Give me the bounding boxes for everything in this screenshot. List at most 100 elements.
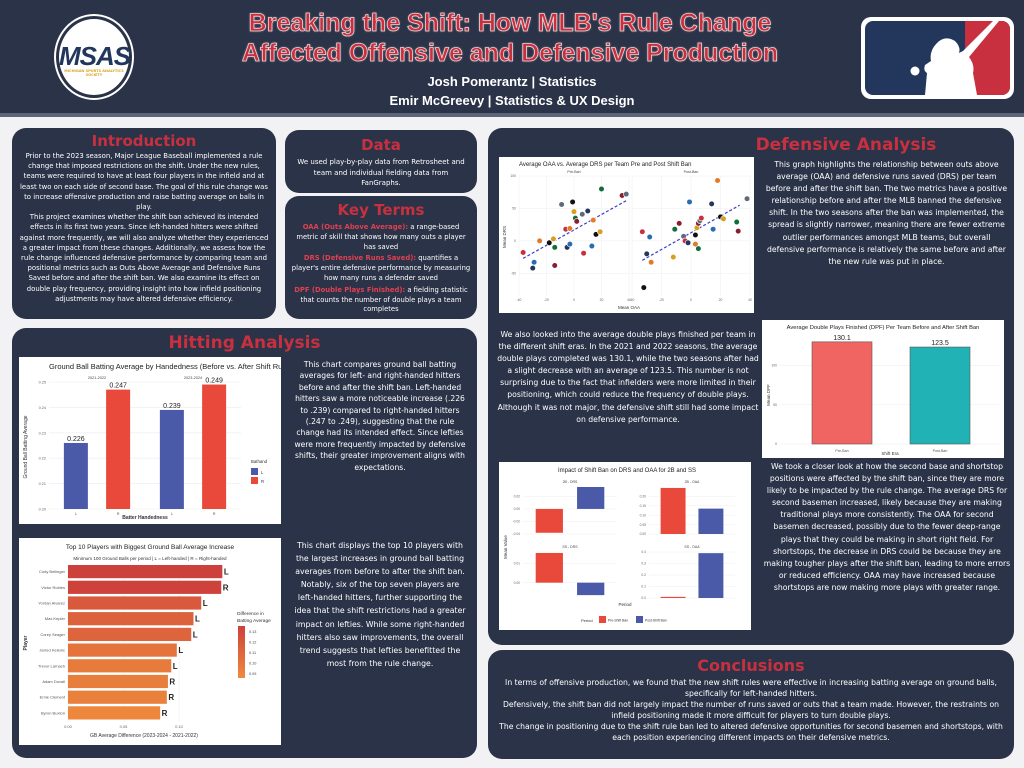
y-tick-label: 0.23 bbox=[39, 431, 46, 435]
title-line-1: Breaking the Shift: How MLB's Rule Chang… bbox=[248, 9, 772, 38]
team-logo-point bbox=[710, 226, 717, 233]
x-tick-label: -40 bbox=[517, 298, 522, 302]
conclusions-line-2: Defensively, the shift ban did not large… bbox=[502, 699, 1000, 720]
x-tick-label: -40 bbox=[630, 298, 635, 302]
legend-tick-label: 0.10 bbox=[249, 662, 256, 666]
bar-value-label: 123.5 bbox=[931, 340, 949, 347]
bar bbox=[577, 487, 605, 509]
x-tick-label: R bbox=[117, 512, 120, 516]
legend-title: Bathand bbox=[251, 459, 268, 464]
team-logo-point bbox=[570, 208, 578, 215]
y-tick-label: 0.3 bbox=[641, 562, 646, 566]
facet-label: SS - DRS bbox=[562, 545, 578, 549]
bar bbox=[68, 690, 167, 704]
y-tick-label: -0.04 bbox=[512, 532, 520, 536]
y-tick-label: 0.2 bbox=[641, 573, 646, 577]
bar-value-label: 130.1 bbox=[833, 335, 851, 342]
poster-title: Breaking the Shift: How MLB's Rule Chang… bbox=[170, 8, 850, 68]
team-logo-point bbox=[584, 207, 591, 215]
team-logo-point bbox=[643, 250, 650, 257]
y-tick-label: Trevor Larnach bbox=[38, 663, 65, 668]
bar bbox=[68, 612, 194, 626]
bar bbox=[698, 553, 724, 598]
team-logo-point bbox=[686, 198, 693, 206]
y-tick-label: Cody Bellinger bbox=[39, 569, 66, 574]
team-logo-point bbox=[692, 241, 699, 248]
team-logo-point bbox=[550, 235, 557, 243]
y-tick-label: 0 bbox=[775, 442, 777, 446]
facet-label: 2B - DRS bbox=[563, 480, 578, 484]
chart-title: Top 10 Players with Biggest Ground Ball … bbox=[66, 544, 235, 551]
hand-label: L bbox=[173, 662, 178, 671]
team-logo-point bbox=[546, 239, 553, 246]
legend-swatch bbox=[599, 616, 606, 623]
team-logo-point bbox=[566, 225, 573, 232]
bar bbox=[68, 706, 161, 720]
y-tick-label: 0.10 bbox=[640, 513, 647, 517]
x-axis-label: GB Average Difference (2023-2024 - 2021-… bbox=[90, 733, 198, 739]
x-tick-label: Post-Ban bbox=[933, 449, 948, 453]
hitting-text-1: This chart compares ground ball batting … bbox=[294, 360, 466, 472]
team-logo-point bbox=[698, 215, 705, 222]
bar bbox=[698, 508, 724, 534]
y-tick-label: 50 bbox=[512, 207, 516, 211]
bar bbox=[106, 389, 131, 509]
team-logo-point bbox=[590, 217, 597, 224]
y-tick-label: -0.02 bbox=[512, 520, 520, 524]
dpf-bar-chart: Average Double Plays Finished (DPF) Per … bbox=[762, 320, 1004, 458]
y-tick-label: Corey Seager bbox=[40, 632, 65, 637]
team-logo-point bbox=[743, 195, 751, 202]
team-logo-point bbox=[597, 228, 604, 235]
poster-header: MSAS MICHIGAN SPORTS ANALYTICS SOCIETY B… bbox=[0, 0, 1024, 117]
bar bbox=[63, 442, 88, 509]
top10-players-chart: Top 10 Players with Biggest Ground Ball … bbox=[19, 538, 281, 745]
bar bbox=[68, 674, 168, 689]
bar bbox=[68, 565, 223, 579]
msas-logo-text: MSAS bbox=[59, 41, 131, 71]
x-axis-label: Mean OAA bbox=[618, 305, 640, 310]
chart-title: Average Double Plays Finished (DPF) Per … bbox=[787, 325, 980, 331]
x-tick-label: 0.00 bbox=[64, 724, 73, 729]
bar-value-label: 0.239 bbox=[163, 403, 181, 410]
team-logo-point bbox=[714, 177, 721, 184]
legend-label: Post-Shift Ban bbox=[645, 619, 667, 623]
y-tick-label: 0.01 bbox=[514, 562, 521, 566]
bar bbox=[535, 508, 563, 533]
data-panel: Data We used play-by-play data from Retr… bbox=[285, 130, 477, 193]
y-tick-label: 0.4 bbox=[641, 550, 646, 554]
y-tick-label: 0.20 bbox=[640, 495, 647, 499]
introduction-panel: Introduction Prior to the 2023 season, M… bbox=[12, 128, 276, 319]
key-term-dpf: DPF (Double Plays Finished): a fielding … bbox=[291, 286, 471, 315]
team-logo-point bbox=[720, 215, 727, 222]
y-tick-label: Adam Duvall bbox=[42, 679, 65, 684]
author-1: Josh Pomerantz | Statistics bbox=[427, 74, 597, 89]
x-tick-label: 0.10 bbox=[175, 724, 184, 729]
hand-label: L bbox=[178, 646, 183, 655]
team-logo-point bbox=[640, 284, 647, 291]
team-logo-point bbox=[639, 228, 646, 235]
bar bbox=[68, 627, 192, 641]
y-tick-label: 0 bbox=[514, 239, 516, 243]
x-tick-label: 0 bbox=[573, 298, 575, 302]
facet-label: Post-Ban bbox=[684, 170, 699, 174]
y-tick-label: 0.00 bbox=[640, 532, 647, 536]
team-logo-point bbox=[733, 218, 740, 226]
x-tick-label: Pre-Ban bbox=[835, 449, 848, 453]
team-logo-point bbox=[648, 259, 655, 266]
hand-label: L bbox=[195, 615, 200, 624]
y-tick-label: 0.00 bbox=[514, 581, 521, 585]
team-logo-point bbox=[551, 262, 558, 269]
team-logo-point bbox=[598, 185, 605, 193]
key-term-definition: a range-based metric of skill that shows… bbox=[296, 223, 466, 251]
data-text: We used play-by-play data from Retroshee… bbox=[297, 158, 465, 187]
legend-tick-label: 0.13 bbox=[249, 630, 256, 634]
legend-swatch bbox=[636, 616, 643, 623]
x-tick-label: L bbox=[75, 512, 77, 516]
defensive-heading: Defensive Analysis bbox=[755, 135, 937, 155]
x-tick-label: L bbox=[171, 512, 173, 516]
team-logo-point bbox=[573, 218, 580, 225]
y-tick-label: 0.02 bbox=[514, 495, 521, 499]
key-term-drs: DRS (Defensive Runs Saved): quantifies a… bbox=[291, 254, 471, 283]
facet-label: 2021-2022 bbox=[88, 376, 106, 380]
y-tick-label: 0.25 bbox=[39, 381, 46, 385]
